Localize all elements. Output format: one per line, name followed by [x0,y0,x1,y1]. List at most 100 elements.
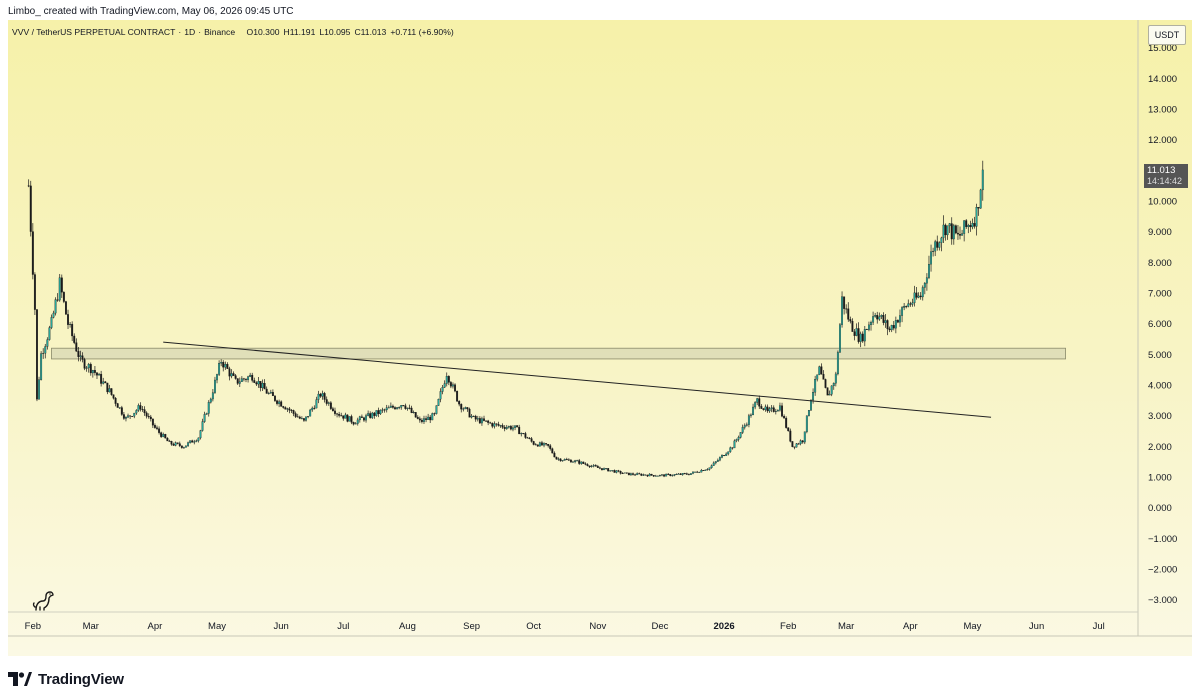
candle-body [383,409,386,411]
candle-body [768,408,771,412]
price-tick-label: 12.000 [1148,135,1177,146]
candle-body [803,431,806,443]
legend-separator: · [178,27,182,37]
candle-body [704,469,707,471]
candle-body [218,363,221,375]
candle-body [499,425,502,427]
candle-body [423,418,425,422]
candle-body [625,472,628,474]
candle-body [387,407,390,409]
candle-body [141,409,144,410]
candle-body [280,401,283,407]
candle-body [342,415,345,419]
time-tick-label: Apr [903,621,918,632]
candle-body [83,359,86,369]
candle-body [172,444,175,446]
candle-body [298,416,301,419]
candle-body [580,461,583,464]
candle-body [334,410,336,414]
candle-body [375,410,378,416]
candle-body [114,397,117,404]
candle-body [623,472,626,474]
candle-body [245,379,247,380]
candle-body [336,413,339,415]
candle-body [69,323,72,325]
candle-body [611,470,614,472]
time-tick-label: May [208,621,226,632]
candle-body [687,474,690,476]
candle-body [418,418,421,421]
ohlc-values: O10.300 H11.191 L10.095 C11.013 +0.711 (+6.9… [247,27,458,37]
candle-body [839,324,841,353]
candle-body [480,418,483,424]
candle-body [671,475,674,477]
price-chart[interactable]: 15.00014.00013.00012.00011.00010.0009.00… [8,20,1192,656]
candle-body [741,427,744,433]
candle-body [807,410,810,416]
candle-body [888,328,891,331]
last-price-value: 11.013 [1147,164,1176,176]
candle-body [907,303,910,307]
candle-body [348,416,351,422]
candle-body [766,406,769,412]
candle-body [377,410,380,415]
candle-body [739,432,742,438]
symbol-legend[interactable]: VVV / TetherUS PERPETUAL CONTRACT · 1D · Bin… [12,27,461,37]
support-zone[interactable] [51,347,1066,360]
candle-body [437,398,440,406]
candle-body [952,225,955,240]
candle-body [125,417,127,419]
candle-body [33,274,36,310]
candle-body [199,430,202,439]
currency-selector[interactable]: USDT [1148,25,1186,45]
candle-body [716,459,719,462]
candle-body [944,224,947,236]
candle-body [259,381,262,389]
candle-body [710,465,713,468]
candle-body [642,474,645,476]
candle-body [286,408,289,410]
price-axis[interactable]: 15.00014.00013.00012.00011.00010.0009.00… [1148,43,1177,606]
candle-body [979,189,982,209]
candle-body [981,169,984,191]
candle-body [621,473,624,475]
candle-body [876,315,879,320]
candle-body [712,462,715,466]
candle-body [714,461,717,464]
candle-body [913,292,916,304]
candle-body [938,242,941,248]
candle-body [702,470,705,471]
candle-body [50,317,53,328]
symbol-name[interactable]: VVV / TetherUS PERPETUAL CONTRACT [12,27,176,37]
candle-body [470,415,473,418]
candle-body [174,442,177,446]
trendline[interactable] [163,341,992,418]
candle-body [617,470,620,472]
chart-area[interactable]: 15.00014.00013.00012.00011.00010.0009.00… [8,20,1192,656]
candle-body [73,335,76,343]
candle-body [896,320,899,323]
candle-body [756,398,759,403]
candle-body [532,441,535,445]
candle-body [36,309,38,400]
time-axis[interactable]: Feb Mar Apr May Jun Jul Aug Sep Oct Nov Dec 2026 Feb… [25,621,1105,632]
footer-branding: TradingView [8,668,124,690]
candle-body [346,414,349,422]
candle-body [131,416,134,417]
candle-body [779,405,781,411]
candle-body [685,473,688,475]
candle-body [534,444,537,446]
candle-body [162,434,165,437]
candle-body [627,472,630,476]
candle-body [598,467,601,469]
candle-body [805,415,808,432]
candle-body [973,223,976,227]
candle-body [801,440,804,443]
bar-countdown: 14:14:42 [1147,175,1183,186]
candle-body [656,475,659,477]
candle-body [828,394,831,396]
candle-body [524,433,527,438]
candle-body [79,355,82,357]
candle-body [940,237,943,243]
candle-body [323,393,326,400]
